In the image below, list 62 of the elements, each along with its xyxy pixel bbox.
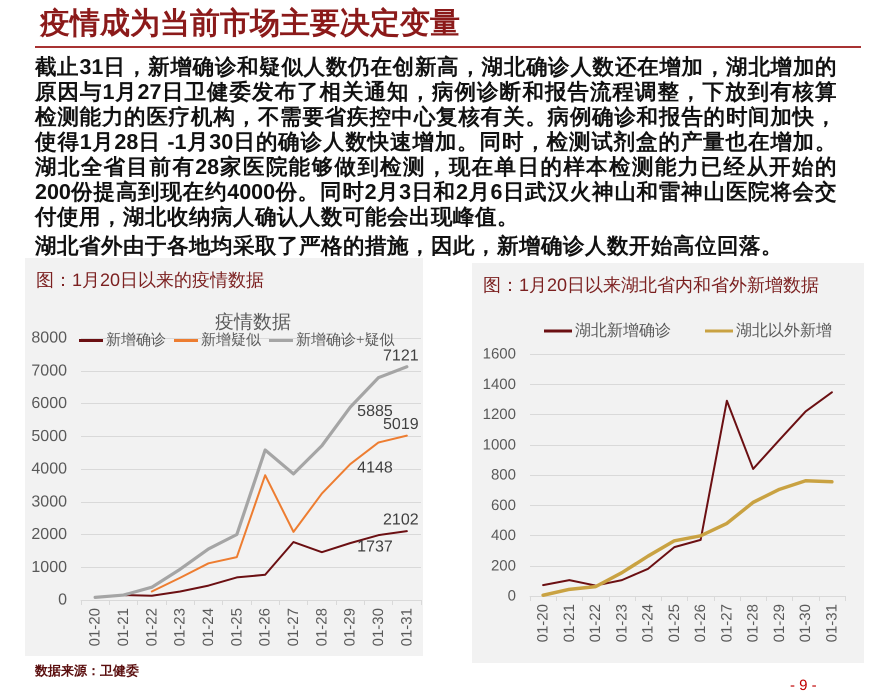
data-label: 4148 (357, 460, 393, 477)
chart-title: 图：1月20日以来的疫情数据 (36, 270, 264, 290)
text: 疫情成为当前市场主要决定变量 (40, 6, 460, 42)
y-tick-label: 1000 (482, 436, 516, 454)
x-tick-label: 01-27 (718, 604, 736, 642)
x-tick-label: 01-20 (86, 608, 104, 646)
y-tick-label: 1400 (482, 376, 516, 393)
text: - 9 - (790, 677, 817, 693)
legend-label: 新增确诊 (106, 332, 166, 348)
data-label: 2102 (383, 512, 419, 529)
x-tick-label: 01-29 (770, 604, 788, 642)
y-tick-label: 0 (58, 592, 68, 608)
legend-label: 湖北新增确诊 (575, 322, 671, 340)
x-tick-label: 01-31 (398, 608, 416, 646)
x-tick-label: 01-30 (370, 608, 387, 646)
legend-label: 新增疑似 (201, 332, 261, 348)
legend-label: 湖北以外新增 (736, 322, 832, 340)
x-tick-label: 01-24 (200, 608, 217, 646)
x-tick-label: 01-22 (587, 604, 604, 642)
y-tick-label: 200 (490, 557, 516, 574)
y-tick-label: 2000 (31, 526, 68, 543)
line-series (542, 391, 833, 587)
x-tick-label: 01-21 (560, 604, 578, 642)
x-tick-label: 01-27 (285, 608, 302, 646)
x-tick-label: 01-23 (613, 604, 630, 642)
text: 湖北省外由于各地均采取了严格的措施，因此，新增确诊人数开始高位回落。 (35, 234, 784, 259)
line-series (541, 479, 834, 597)
chart-subtitle: 疫情数据 (215, 312, 291, 333)
y-tick-label: 1600 (482, 346, 516, 362)
x-tick-label: 01-20 (534, 604, 552, 642)
x-tick-label: 01-29 (342, 608, 359, 646)
data-label: 1737 (357, 538, 393, 556)
data-label: 7121 (383, 347, 419, 364)
source-note: 数据来源：卫健委 (35, 662, 139, 680)
legend-label: 新增确诊+疑似 (296, 332, 394, 348)
x-tick-label: 01-22 (143, 608, 160, 646)
x-tick-label: 01-24 (640, 604, 657, 642)
chart-title: 图：1月20日以来湖北省内和省外新增数据 (483, 275, 820, 295)
x-tick-label: 01-25 (666, 604, 683, 642)
data-label: 5019 (383, 416, 419, 434)
y-tick-label: 4000 (31, 460, 68, 478)
y-tick-label: 1000 (31, 558, 68, 576)
y-tick-label: 3000 (31, 493, 68, 510)
y-tick-label: 400 (490, 527, 516, 544)
x-tick-label: 01-28 (744, 604, 762, 642)
y-tick-label: 1200 (482, 406, 516, 423)
y-tick-label: 0 (508, 588, 516, 604)
x-tick-label: 01-28 (313, 608, 330, 646)
y-tick-label: 600 (490, 496, 516, 514)
y-tick-label: 800 (490, 466, 516, 484)
text: 截止31日，新增确诊和疑似人数仍在创新高，湖北确诊人数还在增加，湖北增加的原因与1月27日卫健委发布了相关通知，病例诊断和报告流程调整，下放到有核算检测能力的医疗机构，不需要省疾控中心复核有关。病例确诊和报告的时间加快，使得1月28日 -1月30日的确诊人数快速增加。同时，检测试剂盒的产量也在增加。湖北全省目前有28家医院能够做到检测，现在单日的样本检测能力已经从开始的200份提高到现在约4000份。同时2月3日和2月6日武汉火神山和雷神山医院将会交付使用，湖北收纳病人确认人数可能会出现峰值。 (35, 55, 837, 230)
y-tick-label: 6000 (31, 395, 68, 412)
x-tick-label: 01-21 (115, 608, 132, 646)
x-tick-label: 01-26 (692, 604, 710, 642)
y-tick-label: 7000 (31, 362, 68, 380)
y-tick-label: 8000 (31, 330, 68, 346)
x-tick-label: 01-31 (823, 604, 840, 642)
x-tick-label: 01-23 (172, 608, 189, 646)
x-tick-label: 01-30 (797, 604, 814, 642)
x-tick-label: 01-25 (228, 608, 246, 646)
y-tick-label: 5000 (31, 428, 68, 445)
x-tick-label: 01-26 (256, 608, 274, 646)
